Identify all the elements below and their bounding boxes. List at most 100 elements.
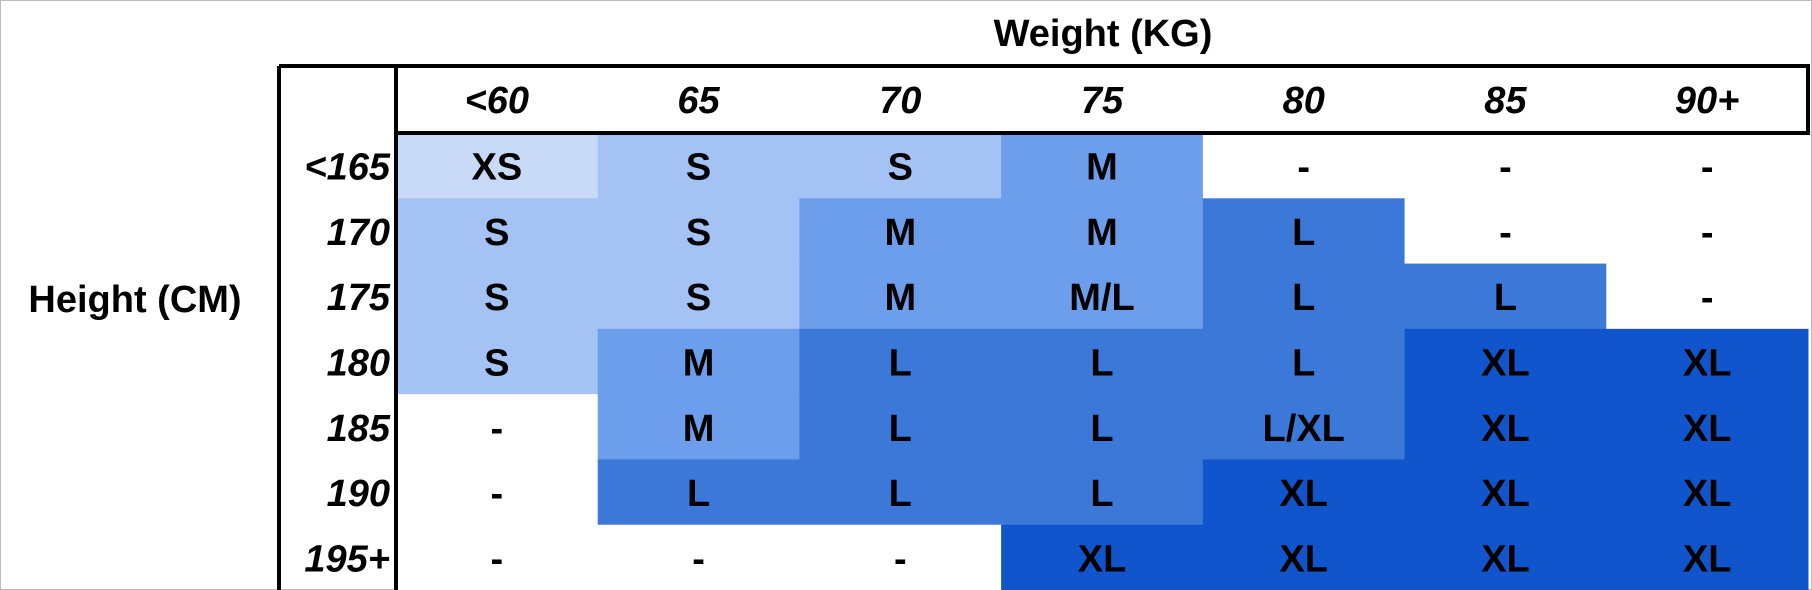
row-header: 170 [327, 212, 390, 254]
cell-bg [597, 133, 800, 199]
column-header: 70 [879, 80, 921, 122]
cell: L [687, 473, 710, 515]
row-header: 180 [327, 343, 390, 385]
cell-bg [1404, 198, 1607, 265]
cell-bg [799, 263, 1002, 330]
column-header: 80 [1283, 80, 1325, 122]
cell-bg [1404, 263, 1607, 330]
cell-bg [396, 524, 599, 590]
cell: XL [1683, 473, 1732, 515]
cell-bg [1606, 394, 1809, 460]
cell-bg [396, 394, 599, 460]
cell: XL [1481, 408, 1530, 450]
cell: L [1292, 277, 1315, 319]
cell-bg [1202, 394, 1406, 460]
cell: S [686, 147, 711, 189]
cell-bg [1606, 263, 1809, 330]
cell: S [686, 212, 711, 254]
cell-bg [597, 524, 800, 590]
cell-bg [1001, 263, 1204, 330]
cell: XL [1683, 538, 1732, 580]
cell-bg [1202, 459, 1406, 526]
cell: XL [1481, 538, 1530, 580]
cell-bg [396, 263, 599, 330]
cell: L [1090, 343, 1113, 385]
cell: M [1086, 147, 1118, 189]
row-header: 195+ [304, 538, 390, 580]
cell: XL [1683, 408, 1732, 450]
cell-bg [1606, 459, 1809, 526]
column-header: 75 [1081, 80, 1124, 122]
column-header: 65 [677, 80, 720, 122]
cell-bg [1001, 394, 1204, 460]
cell: XL [1279, 473, 1328, 515]
cell-bg [597, 263, 800, 330]
cell: L [1494, 277, 1517, 319]
cell-bg [1404, 459, 1607, 526]
cell-bg [799, 394, 1002, 460]
cell-bg [1001, 459, 1204, 526]
row-header: <165 [304, 147, 390, 189]
cell: - [1499, 212, 1512, 254]
cell: L [889, 408, 912, 450]
cell-bg [1202, 133, 1406, 199]
cell-bg [1606, 524, 1809, 590]
cell: XL [1279, 538, 1328, 580]
cell-bg [396, 198, 599, 265]
cell-bg [396, 459, 599, 526]
cell-bg [1202, 263, 1406, 330]
cell-bg [1404, 394, 1607, 460]
cells: XS S S M - - -S S M M L - -S S M M/L L L -S M L L L XL XL- M L L L/X… [396, 133, 1809, 590]
cell: XL [1078, 538, 1127, 580]
cell-bg [1606, 328, 1809, 395]
row-title: Height (CM) [28, 279, 241, 321]
row-header: 190 [327, 473, 390, 515]
cell: M [1086, 212, 1118, 254]
cell-bg [396, 328, 599, 395]
cell-bg [1606, 133, 1809, 199]
cell-bg [1001, 328, 1204, 395]
cell-bg [799, 133, 1002, 199]
cell: - [1297, 147, 1310, 189]
cell-bg [1404, 524, 1607, 590]
cell: S [484, 343, 509, 385]
cell-bg [597, 198, 800, 265]
cell: L/XL [1263, 408, 1345, 450]
cell-bg [1202, 328, 1406, 395]
column-header: 90+ [1675, 80, 1739, 122]
cell: L [1292, 212, 1315, 254]
cell: - [1701, 277, 1714, 319]
cell: L [889, 473, 912, 515]
column-header: 85 [1484, 80, 1527, 122]
cell-bg [799, 459, 1002, 526]
row-header: 175 [327, 277, 391, 319]
cell: XL [1481, 473, 1530, 515]
cell-bg [799, 328, 1002, 395]
cell: S [686, 277, 711, 319]
column-title: Weight (KG) [994, 13, 1213, 55]
cell: - [1701, 212, 1714, 254]
cell-bg [799, 198, 1002, 265]
cell-bg [1404, 133, 1607, 199]
cell: M [884, 277, 916, 319]
cell-bg [396, 133, 599, 199]
cell-bg [597, 394, 800, 460]
column-header: <60 [465, 80, 529, 122]
cell: L [1292, 343, 1315, 385]
cell: - [491, 538, 504, 580]
cell-bg [1606, 198, 1809, 265]
cell: - [491, 473, 504, 515]
borders [277, 64, 1810, 590]
cell: XL [1683, 343, 1732, 385]
cell-bg [597, 328, 800, 395]
cell: XS [472, 147, 523, 189]
cell-bg [1001, 198, 1204, 265]
cell: - [894, 538, 907, 580]
cell-bg [1202, 524, 1406, 590]
cell: L [1090, 473, 1113, 515]
cell: S [484, 212, 509, 254]
cell: M/L [1069, 277, 1134, 319]
cell-bg [1202, 198, 1406, 265]
cell-bg [799, 524, 1002, 590]
